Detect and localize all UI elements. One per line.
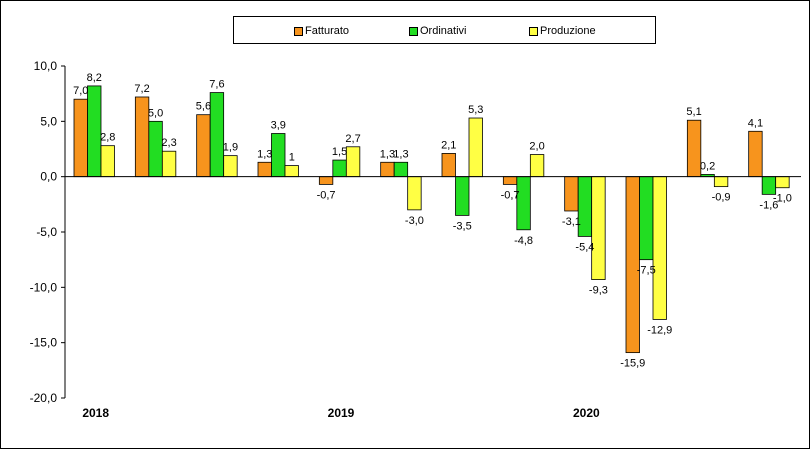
data-label: 5,6: [196, 101, 211, 113]
legend-label-ordinativi: Ordinativi: [420, 25, 467, 37]
x-category-label: 2020: [573, 406, 600, 420]
bar: [223, 155, 238, 178]
bar: [73, 98, 88, 178]
data-label: 2,3: [161, 137, 176, 149]
bar: [713, 176, 729, 188]
legend-label-produzione: Produzione: [540, 25, 596, 37]
y-tick-label: -5,0: [36, 225, 57, 239]
data-label: -5,4: [575, 241, 594, 253]
bar: [271, 133, 286, 178]
data-label: -7,5: [637, 265, 656, 277]
bar: [455, 176, 470, 216]
data-label: -1,6: [759, 199, 778, 211]
bar: [196, 114, 211, 178]
data-label: 1,3: [393, 148, 408, 160]
bar: [591, 176, 606, 280]
bar: [318, 176, 334, 185]
bar: [332, 159, 347, 178]
bar: [345, 146, 361, 178]
data-label: 7,2: [134, 83, 149, 95]
bar: [134, 96, 150, 178]
legend: Fatturato Ordinativi Produzione: [233, 16, 656, 44]
bar: [380, 161, 395, 178]
bar: [393, 161, 409, 178]
bar: [652, 176, 667, 320]
bar: [502, 176, 518, 185]
bar: [161, 150, 177, 178]
data-label: -12,9: [647, 324, 672, 336]
data-label: 7,6: [209, 79, 224, 91]
bar: [209, 92, 225, 178]
y-tick-label: 10,0: [34, 59, 58, 73]
data-label: 2,7: [345, 133, 360, 145]
data-label: 7,0: [73, 85, 88, 97]
legend-label-fatturato: Fatturato: [305, 25, 350, 37]
data-label: 5,3: [468, 104, 483, 116]
data-label: 1: [289, 152, 295, 164]
data-label: -0,7: [501, 189, 520, 201]
legend-swatch-produzione: [529, 27, 538, 36]
bar: [441, 153, 456, 178]
data-label: 2,8: [100, 132, 115, 144]
y-tick-label: -15,0: [30, 336, 58, 350]
data-label: 1,9: [223, 142, 238, 154]
data-label: 5,1: [686, 106, 701, 118]
data-label: -3,0: [405, 215, 424, 227]
bar: [775, 176, 790, 189]
bar: [529, 154, 545, 178]
data-label: 2,0: [529, 141, 544, 153]
bar: [148, 120, 163, 178]
bar: [516, 176, 531, 231]
y-tick-label: 0,0: [40, 170, 57, 184]
data-label: 1,3: [257, 148, 272, 160]
x-category-label: 2018: [82, 406, 109, 420]
data-label: 1,3: [380, 148, 395, 160]
bar: [284, 165, 299, 178]
bar: [639, 176, 654, 261]
bar: [87, 85, 102, 178]
data-label: 0,2: [700, 160, 715, 172]
data-label: -9,3: [589, 285, 608, 297]
data-label: 1,5: [332, 146, 347, 158]
bar: [257, 161, 272, 178]
data-label: -3,5: [453, 220, 472, 232]
y-tick-label: -20,0: [30, 391, 58, 405]
bar: [564, 176, 579, 212]
bar: [686, 119, 702, 178]
bar: [748, 130, 763, 178]
y-tick-label: 5,0: [40, 114, 57, 128]
bar: [761, 176, 777, 195]
bar: [468, 117, 483, 178]
data-label: -3,1: [562, 216, 581, 228]
data-label: -0,9: [712, 192, 731, 204]
data-label: 5,0: [148, 107, 163, 119]
data-label: -4,8: [514, 235, 533, 247]
bar: [407, 176, 422, 211]
legend-swatch-ordinativi: [409, 27, 418, 36]
data-label: -0,7: [317, 189, 336, 201]
y-tick-label: -10,0: [30, 280, 58, 294]
x-category-label: 2019: [328, 406, 355, 420]
data-label: -1,0: [773, 193, 792, 205]
legend-swatch-fatturato: [294, 27, 303, 36]
bar: [100, 145, 115, 178]
data-label: 8,2: [87, 72, 102, 84]
data-label: -15,9: [620, 358, 645, 370]
data-label: 2,1: [441, 139, 456, 151]
data-label: 4,1: [748, 117, 763, 129]
data-label: 3,9: [271, 120, 286, 132]
